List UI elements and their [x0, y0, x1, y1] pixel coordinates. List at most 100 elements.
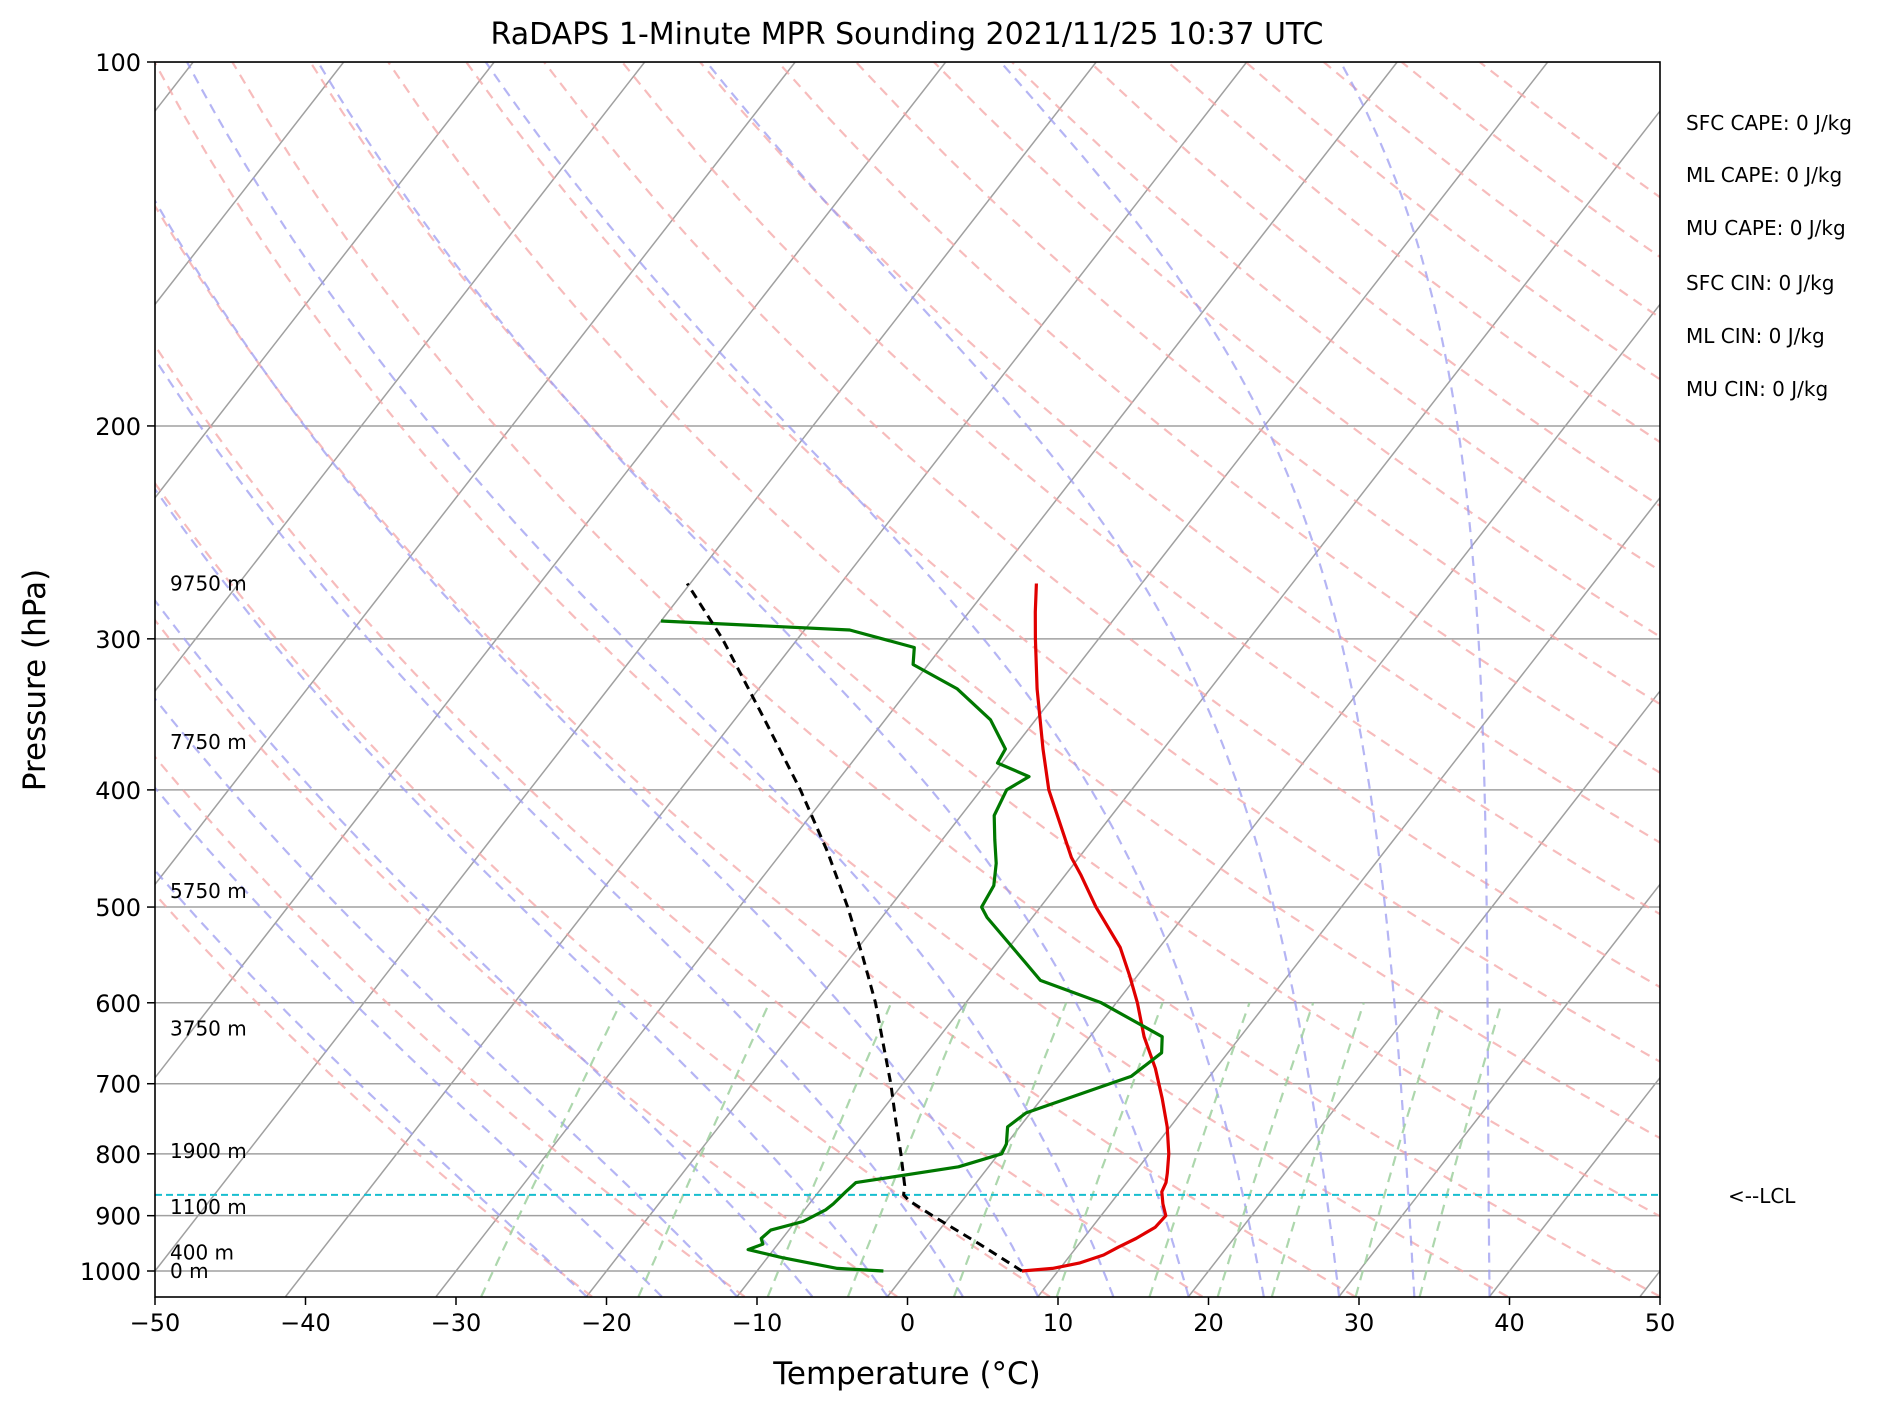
y-axis-label: Pressure (hPa) — [17, 569, 53, 791]
y-tick-label: 600 — [95, 990, 141, 1018]
mu-cape-label: MU CAPE: 0 J/kg — [1686, 216, 1846, 240]
moist-adiabat-line — [999, 62, 1416, 1297]
y-tick-label: 1000 — [80, 1258, 141, 1286]
dry-adiabat-line — [231, 62, 1660, 1297]
dry-adiabat-line — [699, 62, 1660, 844]
dry-adiabat-line — [933, 62, 1660, 639]
mixing-ratio-line — [1418, 1002, 1503, 1297]
y-tick-label: 800 — [95, 1141, 141, 1169]
height-labels: 9750 m 7750 m 5750 m 3750 m 1900 m 1100 m 400 … — [170, 572, 247, 1283]
mixing-ratio-line — [1055, 1002, 1164, 1297]
height-label: 7750 m — [170, 730, 247, 754]
isotherm-line — [155, 62, 1097, 1273]
moist-adiabat-line — [484, 62, 1265, 1297]
y-tick-label: 700 — [95, 1071, 141, 1099]
moist-adiabat-line — [155, 598, 814, 1297]
moist-adiabat-line — [155, 868, 588, 1297]
mu-cin-label: MU CIN: 0 J/kg — [1686, 377, 1828, 401]
mixing-ratio-line — [480, 1002, 622, 1297]
moist-adiabat-line — [186, 62, 1115, 1297]
x-tick-label: 20 — [1193, 1309, 1224, 1337]
x-tick-label: 10 — [1043, 1309, 1074, 1337]
dry-adiabat-line — [155, 892, 593, 1297]
moist-adiabat-line — [316, 62, 1190, 1297]
moist-adiabat-line — [1339, 62, 1491, 1297]
dry-adiabat-line — [155, 755, 746, 1297]
x-tick-label: −50 — [130, 1309, 181, 1337]
y-tick-label: 500 — [95, 894, 141, 922]
moist-adiabat-line — [705, 62, 1341, 1297]
dry-adiabat-line — [155, 343, 1203, 1297]
moist-adiabat-line — [155, 198, 1040, 1297]
x-axis-label: Temperature (°C) — [772, 1356, 1041, 1392]
height-label: 1900 m — [170, 1139, 247, 1163]
isotherm-line — [736, 109, 1660, 1297]
sfc-cin-label: SFC CIN: 0 J/kg — [1686, 271, 1834, 295]
isotherm-line — [1187, 689, 1660, 1297]
dry-adiabat-line — [155, 62, 1509, 1297]
moist-adiabat-line — [155, 786, 663, 1297]
dry-adiabat-line — [155, 203, 1356, 1297]
ml-cin-label: ML CIN: 0 J/kg — [1686, 324, 1825, 348]
dry-adiabat-line — [309, 62, 1660, 1218]
height-label: 1100 m — [170, 1195, 247, 1219]
dry-adiabat-line — [465, 62, 1660, 1063]
y-tick-label: 200 — [95, 413, 141, 441]
isotherm-line — [155, 62, 947, 1079]
y-tick-label: 100 — [95, 49, 141, 77]
lcl-label: <--LCL — [1728, 1184, 1796, 1208]
y-tick-label: 400 — [95, 777, 141, 805]
mixing-ratio-line — [1354, 1002, 1443, 1297]
isotherm-line — [1488, 1076, 1660, 1297]
dry-adiabat-line — [387, 62, 1660, 1140]
dewpoint-profile — [660, 619, 1164, 1273]
height-label: 9750 m — [170, 572, 247, 596]
profile-lines — [155, 582, 1660, 1273]
dry-adiabat-line — [855, 62, 1660, 706]
isotherm-line — [1037, 496, 1660, 1297]
isotherm-line — [155, 62, 345, 306]
x-tick-label: −40 — [280, 1309, 331, 1337]
isotherm-line — [435, 62, 1398, 1297]
isotherm-line — [585, 62, 1549, 1297]
temperature-profile — [1021, 583, 1171, 1273]
isotherm-line — [886, 303, 1660, 1297]
mixing-ratio-line — [637, 1002, 771, 1297]
isotherm-line — [155, 62, 796, 886]
x-tick-label: 30 — [1344, 1309, 1375, 1337]
height-label: 5750 m — [170, 879, 247, 903]
ml-cape-label: ML CAPE: 0 J/kg — [1686, 163, 1842, 187]
mixing-ratio-line — [952, 1002, 1068, 1297]
background-grid — [155, 62, 1660, 1297]
mixing-ratio-line — [1148, 1002, 1251, 1297]
isotherm-line — [155, 62, 646, 693]
moist-adiabat-line — [155, 357, 964, 1297]
isotherm-line — [155, 62, 495, 499]
x-tick-label: 40 — [1494, 1309, 1525, 1337]
mixing-ratio-line — [846, 1002, 968, 1297]
y-tick-label: 300 — [95, 626, 141, 654]
isotherm-line — [1338, 883, 1660, 1297]
dry-adiabat-line — [155, 618, 898, 1297]
x-tick-label: −30 — [431, 1309, 482, 1337]
height-label: 3750 m — [170, 1016, 247, 1040]
height-label: 0 m — [170, 1259, 209, 1283]
moist-adiabat-line — [155, 697, 738, 1297]
axes: −50 −40 −30 −20 −10 0 10 20 30 40 50 100 200 300 400 50… — [80, 49, 1675, 1337]
mixing-ratio-line — [1216, 1002, 1315, 1297]
chart-title: RaDAPS 1-Minute MPR Sounding 2021/11/25 … — [491, 17, 1324, 52]
x-tick-label: 50 — [1645, 1309, 1676, 1337]
y-tick-label: 900 — [95, 1203, 141, 1231]
x-tick-label: −10 — [732, 1309, 783, 1337]
dry-adiabat-line — [543, 62, 1660, 989]
sfc-cape-label: SFC CAPE: 0 J/kg — [1686, 111, 1852, 135]
dry-adiabat-line — [155, 481, 1051, 1297]
x-tick-label: −20 — [581, 1309, 632, 1337]
x-tick-label: 0 — [900, 1309, 915, 1337]
stability-indices: SFC CAPE: 0 J/kg ML CAPE: 0 J/kg MU CAPE… — [1686, 111, 1852, 401]
height-label: 400 m — [170, 1240, 234, 1264]
mixing-ratio-line — [1270, 1002, 1365, 1297]
parcel-profile — [685, 582, 1023, 1273]
